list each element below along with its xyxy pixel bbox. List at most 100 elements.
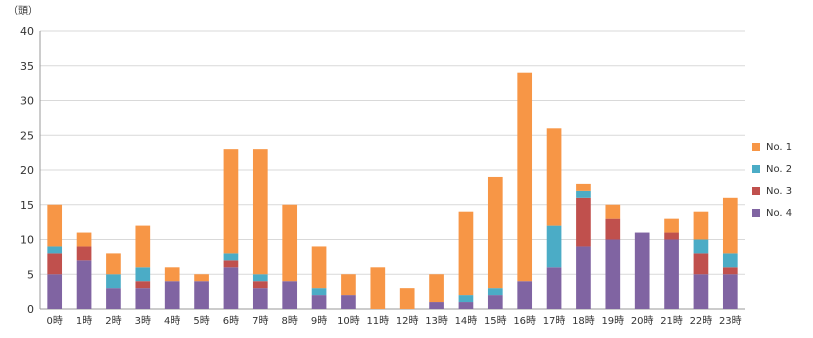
bar-no-3: [76, 246, 92, 261]
legend-swatch: [752, 187, 760, 195]
bar-no-2: [546, 225, 562, 268]
bar-no-3: [135, 281, 151, 289]
bar-no-2: [311, 288, 327, 296]
bar-no-3: [693, 253, 709, 275]
bar-no-1: [399, 288, 415, 309]
x-tick-label: 11時: [366, 315, 389, 327]
x-tick-label: 1時: [76, 315, 92, 327]
y-axis-unit-label: （頭）: [8, 6, 38, 17]
bar-no-4: [194, 281, 209, 309]
bar-no-1: [576, 183, 591, 191]
bar-no-4: [517, 281, 533, 309]
bar-no-1: [135, 225, 151, 268]
bar-no-4: [223, 267, 239, 309]
x-tick-label: 17時: [543, 315, 566, 327]
bar-no-4: [576, 246, 591, 309]
x-tick-label: 22時: [690, 315, 713, 327]
bar-no-4: [429, 302, 444, 309]
legend-swatch: [752, 143, 760, 151]
bar-no-4: [76, 260, 92, 309]
x-tick-label: 2時: [105, 315, 121, 327]
bar-no-2: [693, 239, 709, 254]
bar-no-1: [605, 204, 621, 219]
bar-no-4: [282, 281, 298, 309]
y-tick-label: 35: [20, 60, 34, 73]
x-tick-label: 13時: [425, 315, 448, 327]
bar-no-1: [517, 72, 533, 282]
bar-no-1: [252, 149, 268, 275]
bar-no-1: [106, 253, 121, 275]
bar-no-2: [458, 295, 474, 303]
bar-no-1: [194, 274, 209, 282]
legend-item: No. 3: [752, 180, 792, 202]
legend-item: No. 1: [752, 136, 792, 158]
x-tick-label: 16時: [513, 315, 536, 327]
bar-no-4: [458, 302, 474, 309]
bar-no-4: [164, 281, 180, 309]
bar-no-4: [722, 274, 738, 309]
bar-no-4: [311, 295, 327, 309]
bar-no-1: [223, 149, 239, 254]
y-tick-label: 40: [20, 25, 34, 38]
x-tick-label: 21時: [660, 315, 683, 327]
x-tick-label: 15時: [484, 315, 507, 327]
bar-no-4: [47, 274, 63, 309]
chart-legend: No. 1 No. 2 No. 3 No. 4: [752, 136, 792, 224]
x-tick-label: 23時: [719, 315, 742, 327]
bar-no-4: [252, 288, 268, 309]
bar-no-1: [341, 274, 356, 296]
bar-no-2: [487, 288, 503, 296]
bar-no-1: [429, 274, 444, 303]
x-tick-label: 6時: [223, 315, 239, 327]
bar-no-1: [76, 232, 92, 247]
legend-label: No. 4: [766, 207, 793, 219]
bar-no-1: [546, 128, 562, 226]
x-tick-label: 3時: [135, 315, 151, 327]
bar-no-1: [722, 197, 738, 254]
x-tick-label: 7時: [252, 315, 268, 327]
x-tick-label: 8時: [282, 315, 298, 327]
legend-item: No. 4: [752, 202, 792, 224]
x-tick-label: 18時: [572, 315, 595, 327]
y-tick-label: 15: [20, 199, 34, 212]
bar-no-2: [135, 267, 151, 282]
bar-no-4: [634, 232, 650, 309]
bar-no-2: [47, 246, 63, 254]
y-tick-label: 20: [20, 164, 34, 177]
x-tick-label: 0時: [47, 315, 63, 327]
bar-no-4: [135, 288, 151, 309]
bar-no-3: [47, 253, 63, 275]
x-tick-label: 10時: [337, 315, 360, 327]
bar-no-3: [252, 281, 268, 289]
bar-no-4: [341, 295, 356, 309]
x-tick-label: 19時: [601, 315, 624, 327]
bar-no-1: [693, 211, 709, 240]
legend-swatch: [752, 209, 760, 217]
legend-swatch: [752, 165, 760, 173]
bar-no-1: [282, 204, 298, 282]
bar-no-1: [311, 246, 327, 289]
bar-no-4: [106, 288, 121, 309]
bar-no-1: [164, 267, 180, 282]
y-tick-label: 25: [20, 129, 34, 142]
x-tick-label: 14時: [455, 315, 478, 327]
bar-no-3: [722, 267, 738, 275]
bar-no-2: [576, 190, 591, 198]
legend-label: No. 2: [766, 163, 793, 175]
bar-no-4: [693, 274, 709, 309]
legend-label: No. 1: [766, 141, 793, 153]
legend-item: No. 2: [752, 158, 792, 180]
x-tick-label: 20時: [631, 315, 654, 327]
bar-no-4: [546, 267, 562, 309]
bar-no-2: [223, 253, 239, 261]
bar-no-2: [252, 274, 268, 282]
legend-label: No. 3: [766, 185, 793, 197]
bar-no-3: [664, 232, 679, 240]
bar-no-4: [487, 295, 503, 309]
x-tick-label: 12時: [396, 315, 419, 327]
x-tick-label: 5時: [193, 315, 209, 327]
bar-no-4: [605, 239, 621, 309]
y-tick-label: 0: [27, 303, 34, 316]
